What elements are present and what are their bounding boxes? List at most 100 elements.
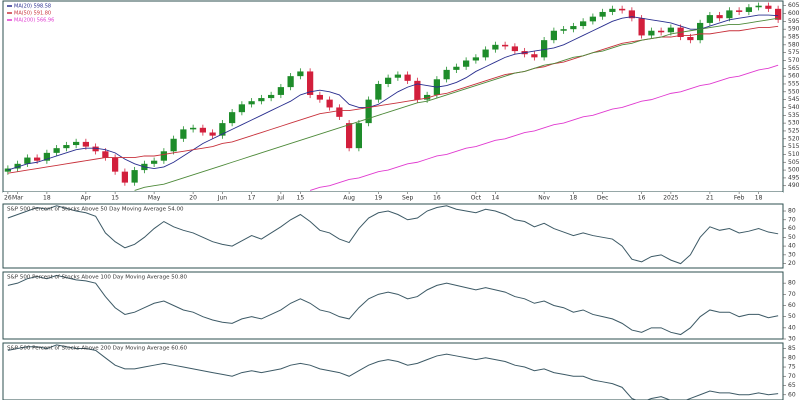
panel-frame <box>2 342 784 400</box>
y-tick-label: 60 <box>788 225 796 232</box>
candle-body <box>248 101 255 105</box>
y-tick-label: 495 <box>788 174 800 181</box>
candle-body <box>238 104 245 113</box>
y-tick-label: 530 <box>788 120 800 127</box>
candle-body <box>502 44 509 47</box>
y-tick-label: 595 <box>788 18 800 25</box>
x-tick-label: 18 <box>570 195 578 202</box>
y-tick-label: 600 <box>788 10 800 17</box>
candle-body <box>580 21 587 27</box>
panel-frame <box>2 271 784 340</box>
x-tick-label: 18 <box>43 195 51 202</box>
x-tick-label: Aug <box>343 195 355 202</box>
candle-body <box>219 123 226 136</box>
y-tick-label: 505 <box>788 159 800 166</box>
y-tick-label: 40 <box>788 243 796 250</box>
candle-body <box>121 171 128 183</box>
candle-body <box>726 10 733 19</box>
candle-body <box>619 8 626 11</box>
y-tick-label: 570 <box>788 57 800 64</box>
y-tick-label: 70 <box>788 373 796 380</box>
candle-body <box>628 10 635 19</box>
x-tick-label: 20 <box>189 195 197 202</box>
x-tick-label: 16 <box>433 195 441 202</box>
x-tick-label: 15 <box>111 195 119 202</box>
candle-body <box>229 112 236 124</box>
x-tick-label: Oct <box>471 195 482 202</box>
candle-body <box>424 94 431 100</box>
candle-body <box>170 138 177 152</box>
candle-body <box>736 10 743 12</box>
candle-body <box>638 18 645 36</box>
y-tick-label: 560 <box>788 73 800 80</box>
candle-body <box>463 60 470 67</box>
candle-body <box>687 37 694 41</box>
candle-body <box>472 57 479 61</box>
y-tick-label: 80 <box>788 208 796 215</box>
y-tick-label: 565 <box>788 65 800 72</box>
candle-body <box>765 5 772 9</box>
y-tick-label: 75 <box>788 364 796 371</box>
candle-body <box>658 30 665 33</box>
moving-average-line <box>309 64 779 191</box>
candle-body <box>745 7 752 12</box>
candle-body <box>73 141 80 146</box>
date-axis-band <box>3 192 783 204</box>
legend-label: MA(50) 591.80 <box>14 11 51 17</box>
candle-body <box>102 151 109 158</box>
y-tick-label: 580 <box>788 41 800 48</box>
x-tick-label: May <box>148 195 161 202</box>
legend-label: MA(20) 598.58 <box>14 4 51 10</box>
panel-frame <box>2 0 784 193</box>
y-tick-label: 555 <box>788 80 800 87</box>
candle-body <box>326 99 333 108</box>
y-tick-label: 510 <box>788 151 800 158</box>
x-tick-label: 15 <box>297 195 305 202</box>
candle-body <box>4 168 11 172</box>
candle-body <box>697 22 704 41</box>
y-tick-label: 50 <box>788 234 796 241</box>
x-tick-label: Mar <box>12 195 24 202</box>
candle-body <box>24 157 31 164</box>
candle-body <box>258 98 265 102</box>
candle-body <box>492 44 499 50</box>
indicator-line <box>7 344 779 400</box>
candle-body <box>287 76 294 88</box>
y-tick-label: 545 <box>788 96 800 103</box>
y-tick-label: 535 <box>788 112 800 119</box>
x-tick-label: Sep <box>402 195 414 202</box>
candle-body <box>82 141 89 147</box>
x-tick-label: Apr <box>81 195 92 202</box>
candle-body <box>190 127 197 130</box>
moving-average-line <box>134 17 779 191</box>
candle-body <box>531 54 538 58</box>
candle-body <box>307 71 314 95</box>
candle-body <box>706 15 713 23</box>
candle-body <box>92 146 99 152</box>
y-tick-label: 85 <box>788 345 796 352</box>
candle-body <box>209 132 216 136</box>
candle-body <box>112 157 119 172</box>
candle-body <box>53 148 60 153</box>
y-tick-label: 585 <box>788 34 800 41</box>
y-tick-label: 60 <box>788 391 796 398</box>
indicator-line <box>7 205 779 265</box>
panel-frame <box>2 203 784 269</box>
y-tick-label: 520 <box>788 135 800 142</box>
candle-body <box>667 27 674 33</box>
y-tick-label: 575 <box>788 49 800 56</box>
candle-body <box>443 69 450 80</box>
candle-body <box>589 16 596 22</box>
legend-label: MA(200) 566.96 <box>14 18 54 24</box>
candle-body <box>755 5 762 8</box>
y-tick-label: 550 <box>788 88 800 95</box>
x-tick-label: 26 <box>4 195 12 202</box>
candle-body <box>43 152 50 161</box>
candle-body <box>414 80 421 100</box>
candle-body <box>716 15 723 19</box>
candle-body <box>570 26 577 30</box>
candle-body <box>14 163 21 169</box>
y-tick-label: 60 <box>788 302 796 309</box>
y-tick-label: 525 <box>788 127 800 134</box>
